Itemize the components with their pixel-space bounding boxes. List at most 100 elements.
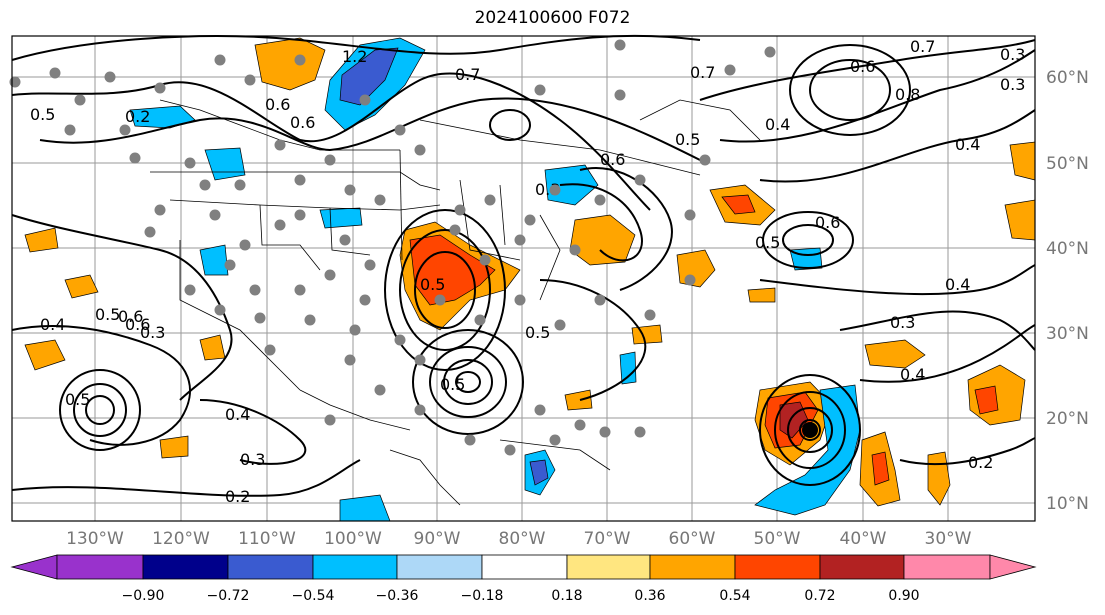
station-dot: [64, 124, 76, 136]
latitude-axis: 60°N 50°N 40°N 30°N 20°N 10°N: [1046, 68, 1089, 514]
contour-label: 0.4: [955, 135, 980, 154]
contour-label: 0.7: [455, 65, 480, 84]
colorbar-segment: [734, 554, 821, 580]
station-dot: [574, 419, 586, 431]
station-dot: [324, 154, 336, 166]
station-dot: [264, 344, 276, 356]
colorbar-tick: 0.18: [551, 588, 582, 604]
colorbar-tick: −0.18: [461, 588, 504, 604]
station-dot: [294, 209, 306, 221]
contour-label: 0.3: [240, 450, 265, 469]
longitude-axis: 130°W 120°W 110°W 100°W 90°W 80°W 70°W 6…: [66, 529, 972, 549]
colorbar-segment: [566, 554, 651, 580]
contour-label: 0.5: [95, 305, 120, 324]
station-dot: [344, 354, 356, 366]
station-dot: [9, 76, 21, 88]
station-dot: [324, 414, 336, 426]
lon-label: 80°W: [499, 529, 546, 549]
station-dot: [634, 426, 646, 438]
contour-label: 0.4: [225, 405, 250, 424]
station-dot: [614, 39, 626, 51]
colorbar-tick: 0.54: [719, 588, 750, 604]
station-dot: [569, 244, 581, 256]
station-dot: [239, 239, 251, 251]
colorbar-segment: [481, 554, 568, 580]
station-dot: [209, 209, 221, 221]
station-dot: [594, 194, 606, 206]
lon-label: 90°W: [414, 529, 461, 549]
political-boundaries: [150, 99, 761, 506]
lat-label: 60°N: [1046, 68, 1089, 88]
colorbar-tick: −0.72: [207, 588, 250, 604]
station-dot: [449, 224, 461, 236]
station-dot: [184, 284, 196, 296]
station-dot: [294, 284, 306, 296]
station-dot: [249, 284, 261, 296]
station-dot: [504, 444, 516, 456]
station-dot: [549, 184, 561, 196]
contour-label: 0.5: [30, 105, 55, 124]
lon-label: 50°W: [754, 529, 801, 549]
lat-label: 20°N: [1046, 409, 1089, 429]
contour-label: 1.2: [342, 47, 367, 66]
negative-anomaly-fills: [129, 37, 861, 522]
positive-anomaly-fills: [24, 37, 1036, 507]
contour-labels: 1.2 0.7 0.7 0.6 0.5 0.6 0.8 0.3 0.5 0.2 …: [30, 37, 1025, 506]
contour-label: 0.3: [890, 313, 915, 332]
lon-label: 100°W: [324, 529, 382, 549]
station-dot: [359, 294, 371, 306]
station-dot: [484, 194, 496, 206]
contour-label: 0.5: [420, 275, 445, 294]
station-dot: [634, 174, 646, 186]
station-dot: [244, 74, 256, 86]
station-dot: [454, 204, 466, 216]
station-dot: [184, 157, 196, 169]
station-dot: [214, 54, 226, 66]
station-dot: [274, 139, 286, 151]
station-dot: [214, 304, 226, 316]
contour-label: 0.8: [895, 85, 920, 104]
station-dot: [324, 269, 336, 281]
contour-label: 0.6: [125, 315, 150, 334]
lon-label: 60°W: [669, 529, 716, 549]
station-dot: [374, 194, 386, 206]
station-dot: [724, 64, 736, 76]
station-dot: [104, 71, 116, 83]
colorbar-segment: [56, 554, 144, 580]
station-dot: [534, 404, 546, 416]
station-dot: [684, 274, 696, 286]
station-dot: [644, 309, 656, 321]
station-dot: [199, 179, 211, 191]
colorbar-segment: [10, 554, 58, 580]
colorbar-tick: 0.72: [804, 588, 835, 604]
colorbar-segment: [649, 554, 736, 580]
lon-label: 130°W: [66, 529, 124, 549]
station-dot: [234, 179, 246, 191]
lat-label: 10°N: [1046, 494, 1089, 514]
contour-label: 0.5: [755, 233, 780, 252]
contour-label: 0.4: [900, 365, 925, 384]
contour-label: 0.7: [690, 63, 715, 82]
contour-lines: [11, 34, 1036, 497]
contour-label: 0.5: [65, 390, 90, 409]
lat-label: 40°N: [1046, 239, 1089, 259]
colorbar-segment: [819, 554, 905, 580]
station-dot: [699, 154, 711, 166]
station-dot: [359, 94, 371, 106]
contour-label: 0.2: [225, 487, 250, 506]
station-dot: [524, 214, 536, 226]
storm-center-marker: [802, 422, 818, 438]
colorbar-segment: [903, 554, 991, 580]
station-dot: [684, 209, 696, 221]
station-dot: [394, 124, 406, 136]
station-dot: [274, 219, 286, 231]
contour-label: 0.3: [140, 323, 165, 342]
station-dot: [414, 144, 426, 156]
station-dot: [364, 259, 376, 271]
station-dot: [74, 94, 86, 106]
station-dot: [414, 354, 426, 366]
lon-label: 40°W: [840, 529, 887, 549]
station-dot: [49, 67, 61, 79]
lon-label: 70°W: [584, 529, 631, 549]
